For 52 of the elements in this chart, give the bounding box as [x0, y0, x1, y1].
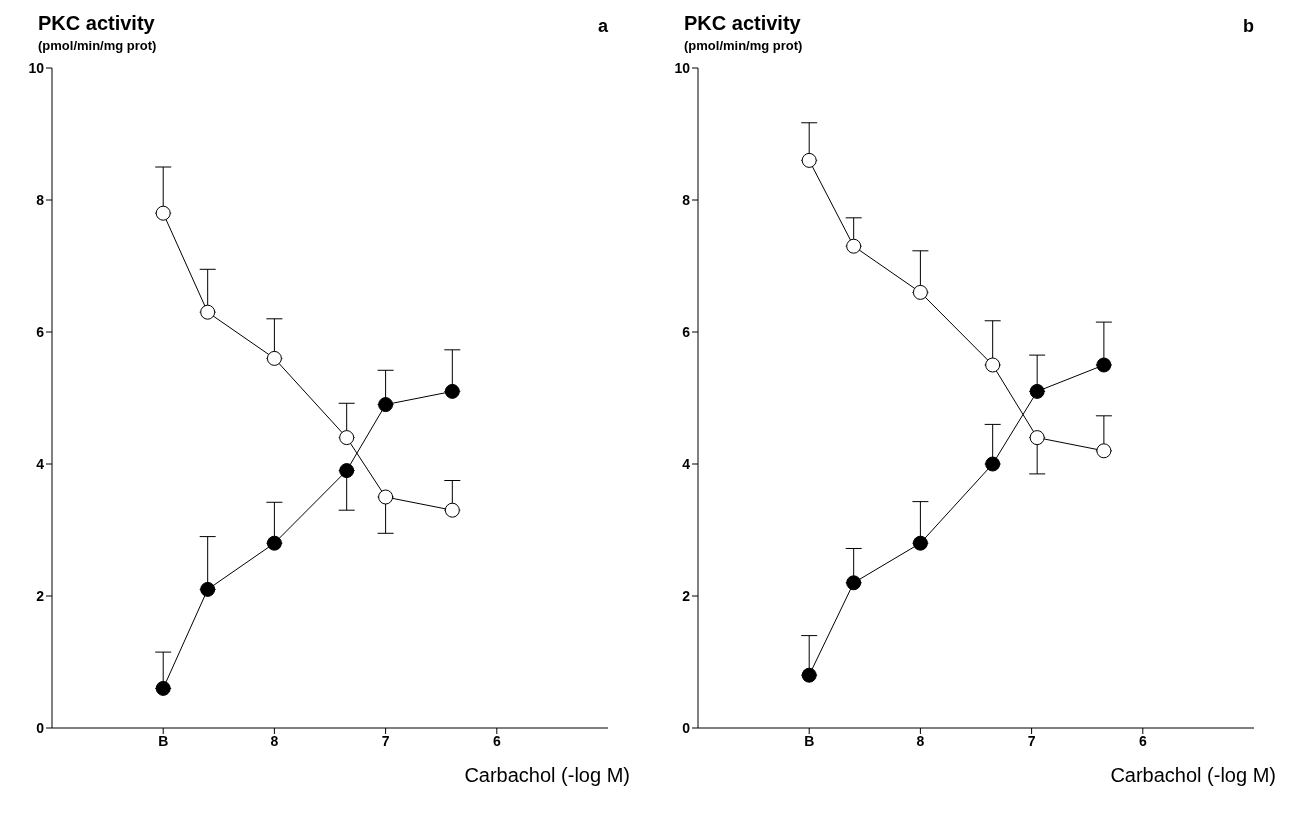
point: [200, 304, 216, 320]
point: [378, 397, 394, 413]
point: [339, 463, 355, 479]
y-axis-title: PKC activity: [38, 12, 155, 35]
point: [912, 284, 928, 300]
point: [1096, 357, 1112, 373]
x-tick-label: 7: [381, 732, 390, 749]
point: [155, 205, 171, 221]
y-tick-label: 10: [674, 59, 691, 76]
y-axis-title: PKC activity: [684, 12, 801, 35]
x-tick-label: 8: [916, 732, 925, 749]
x-tick-label: B: [804, 732, 815, 749]
x-axis-title: Carbachol (-log M): [1110, 764, 1276, 787]
y-tick-label: 8: [682, 191, 691, 208]
x-tick-label: 6: [492, 732, 501, 749]
y-tick-label: 4: [682, 455, 691, 472]
text: a: [597, 16, 608, 37]
text: b: [1243, 16, 1254, 37]
point: [912, 535, 928, 551]
chart-subtitle: (pmol/min/mg prot): [684, 38, 803, 53]
y-tick-label: 6: [36, 323, 45, 340]
point: [846, 575, 862, 591]
point: [846, 238, 862, 254]
point: [1029, 430, 1045, 446]
point: [1029, 383, 1045, 399]
y-tick-label: 6: [682, 323, 691, 340]
point: [444, 502, 460, 518]
x-tick-label: 8: [270, 732, 279, 749]
point: [339, 430, 355, 446]
point: [985, 456, 1001, 472]
point: [266, 350, 282, 366]
y-tick-label: 2: [36, 587, 45, 604]
point: [155, 680, 171, 696]
y-tick-label: 2: [682, 587, 691, 604]
point: [985, 357, 1001, 373]
point: [266, 535, 282, 551]
point: [200, 581, 216, 597]
x-tick-label: 7: [1027, 732, 1036, 749]
point: [444, 383, 460, 399]
y-tick-label: 4: [36, 455, 45, 472]
y-tick-label: 10: [28, 59, 45, 76]
point: [1096, 443, 1112, 459]
x-tick-label: 6: [1138, 732, 1147, 749]
chart-subtitle: (pmol/min/mg prot): [38, 38, 157, 53]
point: [801, 152, 817, 168]
point: [378, 489, 394, 505]
x-axis-title: Carbachol (-log M): [464, 764, 630, 787]
y-tick-label: 8: [36, 191, 45, 208]
x-tick-label: B: [158, 732, 169, 749]
y-tick-label: 0: [682, 719, 691, 736]
y-tick-label: 0: [36, 719, 45, 736]
point: [801, 667, 817, 683]
